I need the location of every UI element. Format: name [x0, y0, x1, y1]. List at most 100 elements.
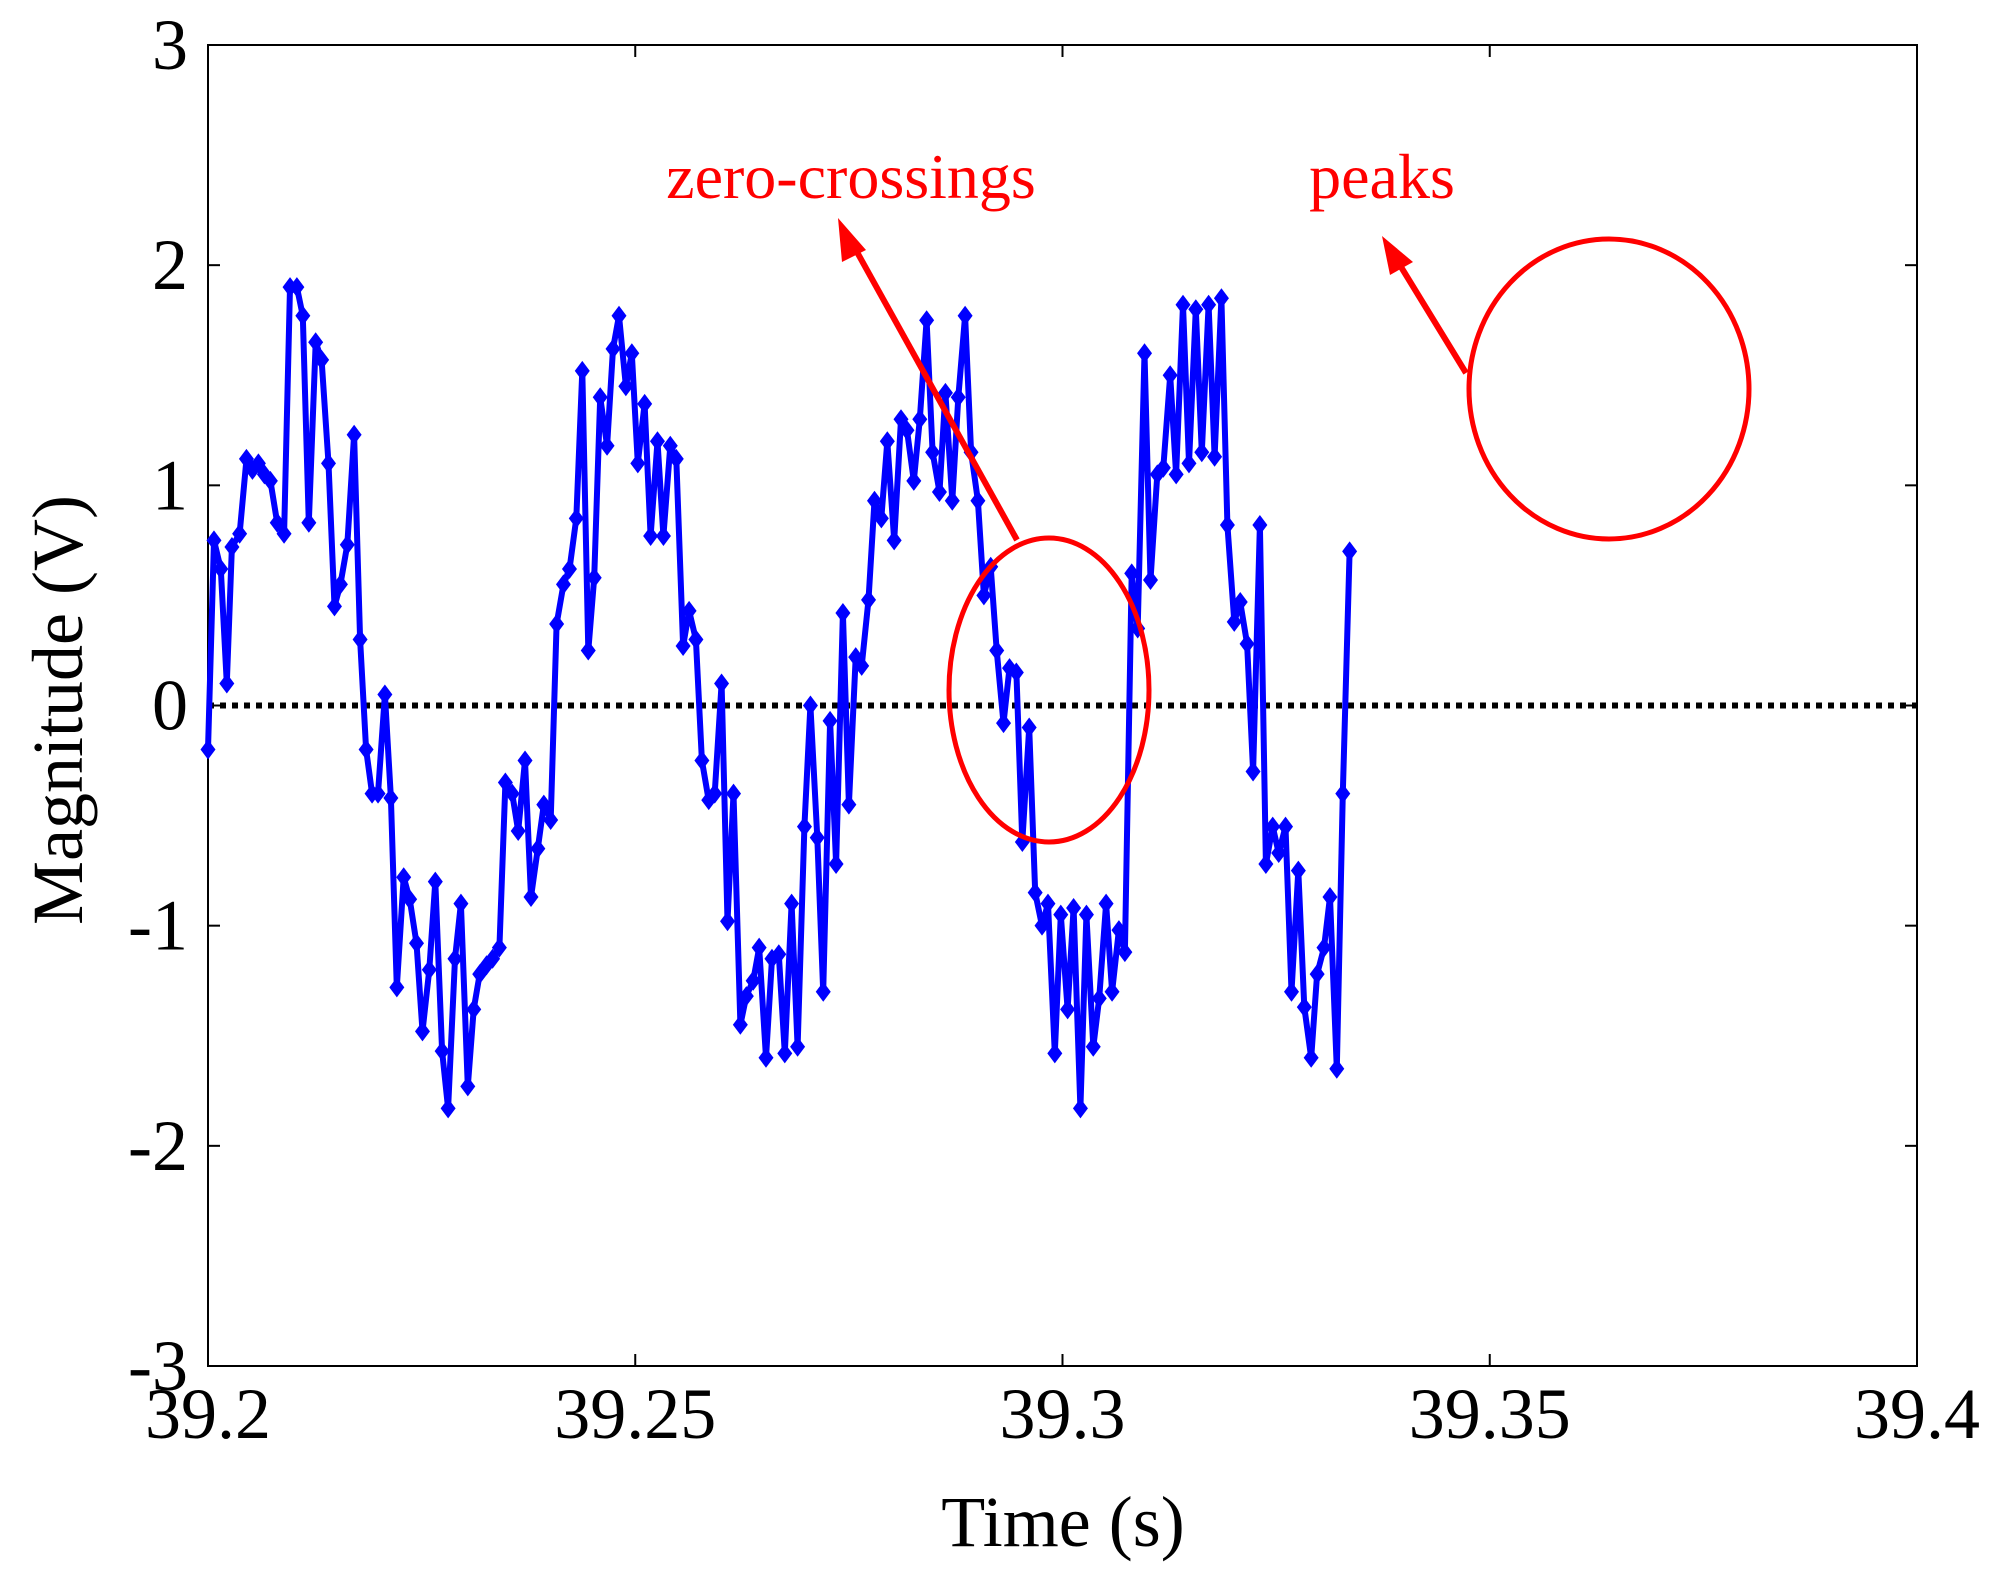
- data-point: [1194, 442, 1210, 463]
- data-point: [618, 376, 634, 397]
- data-point: [1342, 541, 1358, 562]
- data-point: [200, 739, 216, 760]
- data-point: [758, 1047, 774, 1068]
- x-tick-label: 39.2: [145, 1374, 271, 1454]
- y-tick-label: -2: [128, 1106, 188, 1186]
- data-point: [1078, 904, 1094, 925]
- data-point: [726, 783, 742, 804]
- data-point: [1296, 997, 1312, 1018]
- data-point: [1111, 920, 1127, 941]
- data-point: [1060, 999, 1076, 1020]
- data-point: [1066, 898, 1082, 919]
- data-point: [295, 305, 311, 326]
- data-point: [326, 596, 342, 617]
- data-point: [1137, 343, 1153, 364]
- data-point: [396, 867, 412, 888]
- y-tick-label: 1: [152, 445, 188, 525]
- data-point: [1027, 882, 1043, 903]
- data-point: [543, 809, 559, 830]
- data-point: [957, 305, 973, 326]
- data-point: [879, 431, 895, 452]
- data-point: [586, 567, 602, 588]
- data-point: [751, 937, 767, 958]
- data-point: [314, 349, 330, 370]
- y-tick-label: -1: [128, 886, 188, 966]
- data-point: [1143, 570, 1159, 591]
- data-point: [308, 332, 324, 353]
- data-point: [1278, 816, 1294, 837]
- data-point: [771, 944, 787, 965]
- x-tick-label: 39.35: [1409, 1374, 1571, 1454]
- data-point: [950, 387, 966, 408]
- data-point: [841, 794, 857, 815]
- data-point: [861, 589, 877, 610]
- data-point: [1162, 365, 1178, 386]
- data-point: [536, 794, 552, 815]
- x-tick-label: 39.4: [1854, 1374, 1980, 1454]
- data-point: [504, 783, 520, 804]
- data-point: [675, 636, 691, 657]
- data-point: [370, 783, 386, 804]
- data-point: [219, 673, 235, 694]
- data-point: [802, 695, 818, 716]
- y-tick-label: -3: [128, 1326, 188, 1406]
- data-point: [1284, 981, 1300, 1002]
- data-point: [1034, 915, 1050, 936]
- data-point: [745, 970, 761, 991]
- y-tick-label: 0: [152, 666, 188, 746]
- data-point: [453, 893, 469, 914]
- data-point: [389, 977, 405, 998]
- data-point: [1316, 937, 1332, 958]
- data-point: [1309, 964, 1325, 985]
- data-point: [224, 536, 240, 557]
- data-point: [352, 629, 368, 650]
- data-point: [568, 508, 584, 529]
- data-point: [796, 816, 812, 837]
- data-point: [530, 838, 546, 859]
- data-point: [383, 787, 399, 808]
- data-point: [944, 490, 960, 511]
- x-tick-label: 39.3: [1000, 1374, 1126, 1454]
- data-point: [649, 431, 665, 452]
- data-point: [854, 655, 870, 676]
- data-point: [1053, 904, 1069, 925]
- data-point: [835, 603, 851, 624]
- data-point: [580, 640, 596, 661]
- data-point: [989, 640, 1005, 661]
- data-point: [320, 453, 336, 474]
- data-point: [276, 523, 292, 544]
- data-point: [828, 854, 844, 875]
- signal-series-line: [205, 284, 1353, 1112]
- data-point: [624, 343, 640, 364]
- data-point: [970, 490, 986, 511]
- data-point: [555, 574, 571, 595]
- data-point: [1213, 288, 1229, 309]
- data-point: [899, 420, 915, 441]
- data-point: [440, 1098, 456, 1119]
- data-point: [549, 614, 565, 635]
- data-point: [611, 305, 627, 326]
- zero-crossings-arrowhead: [838, 218, 866, 262]
- data-point: [1201, 294, 1217, 315]
- y-tick-label: 2: [152, 225, 188, 305]
- data-point: [523, 887, 539, 908]
- zero-crossings-arrow: [849, 241, 1020, 542]
- data-point: [1098, 893, 1114, 914]
- data-point: [1232, 592, 1248, 613]
- data-point: [421, 959, 437, 980]
- data-point: [1303, 1047, 1319, 1068]
- data-point: [466, 999, 482, 1020]
- axis-tick-labels: 39.2 39.25 39.3 39.35 39.4 -3 -2 -1 0 1 2 3: [128, 5, 1980, 1454]
- data-point: [662, 435, 678, 456]
- data-point: [301, 512, 317, 533]
- data-point: [1188, 299, 1204, 320]
- data-point: [1239, 633, 1255, 654]
- data-point: [1335, 783, 1351, 804]
- data-point: [206, 530, 222, 551]
- data-point: [688, 629, 704, 650]
- data-point: [867, 490, 883, 511]
- data-point: [1175, 294, 1191, 315]
- data-point: [809, 827, 825, 848]
- x-tick-label: 39.25: [554, 1374, 716, 1454]
